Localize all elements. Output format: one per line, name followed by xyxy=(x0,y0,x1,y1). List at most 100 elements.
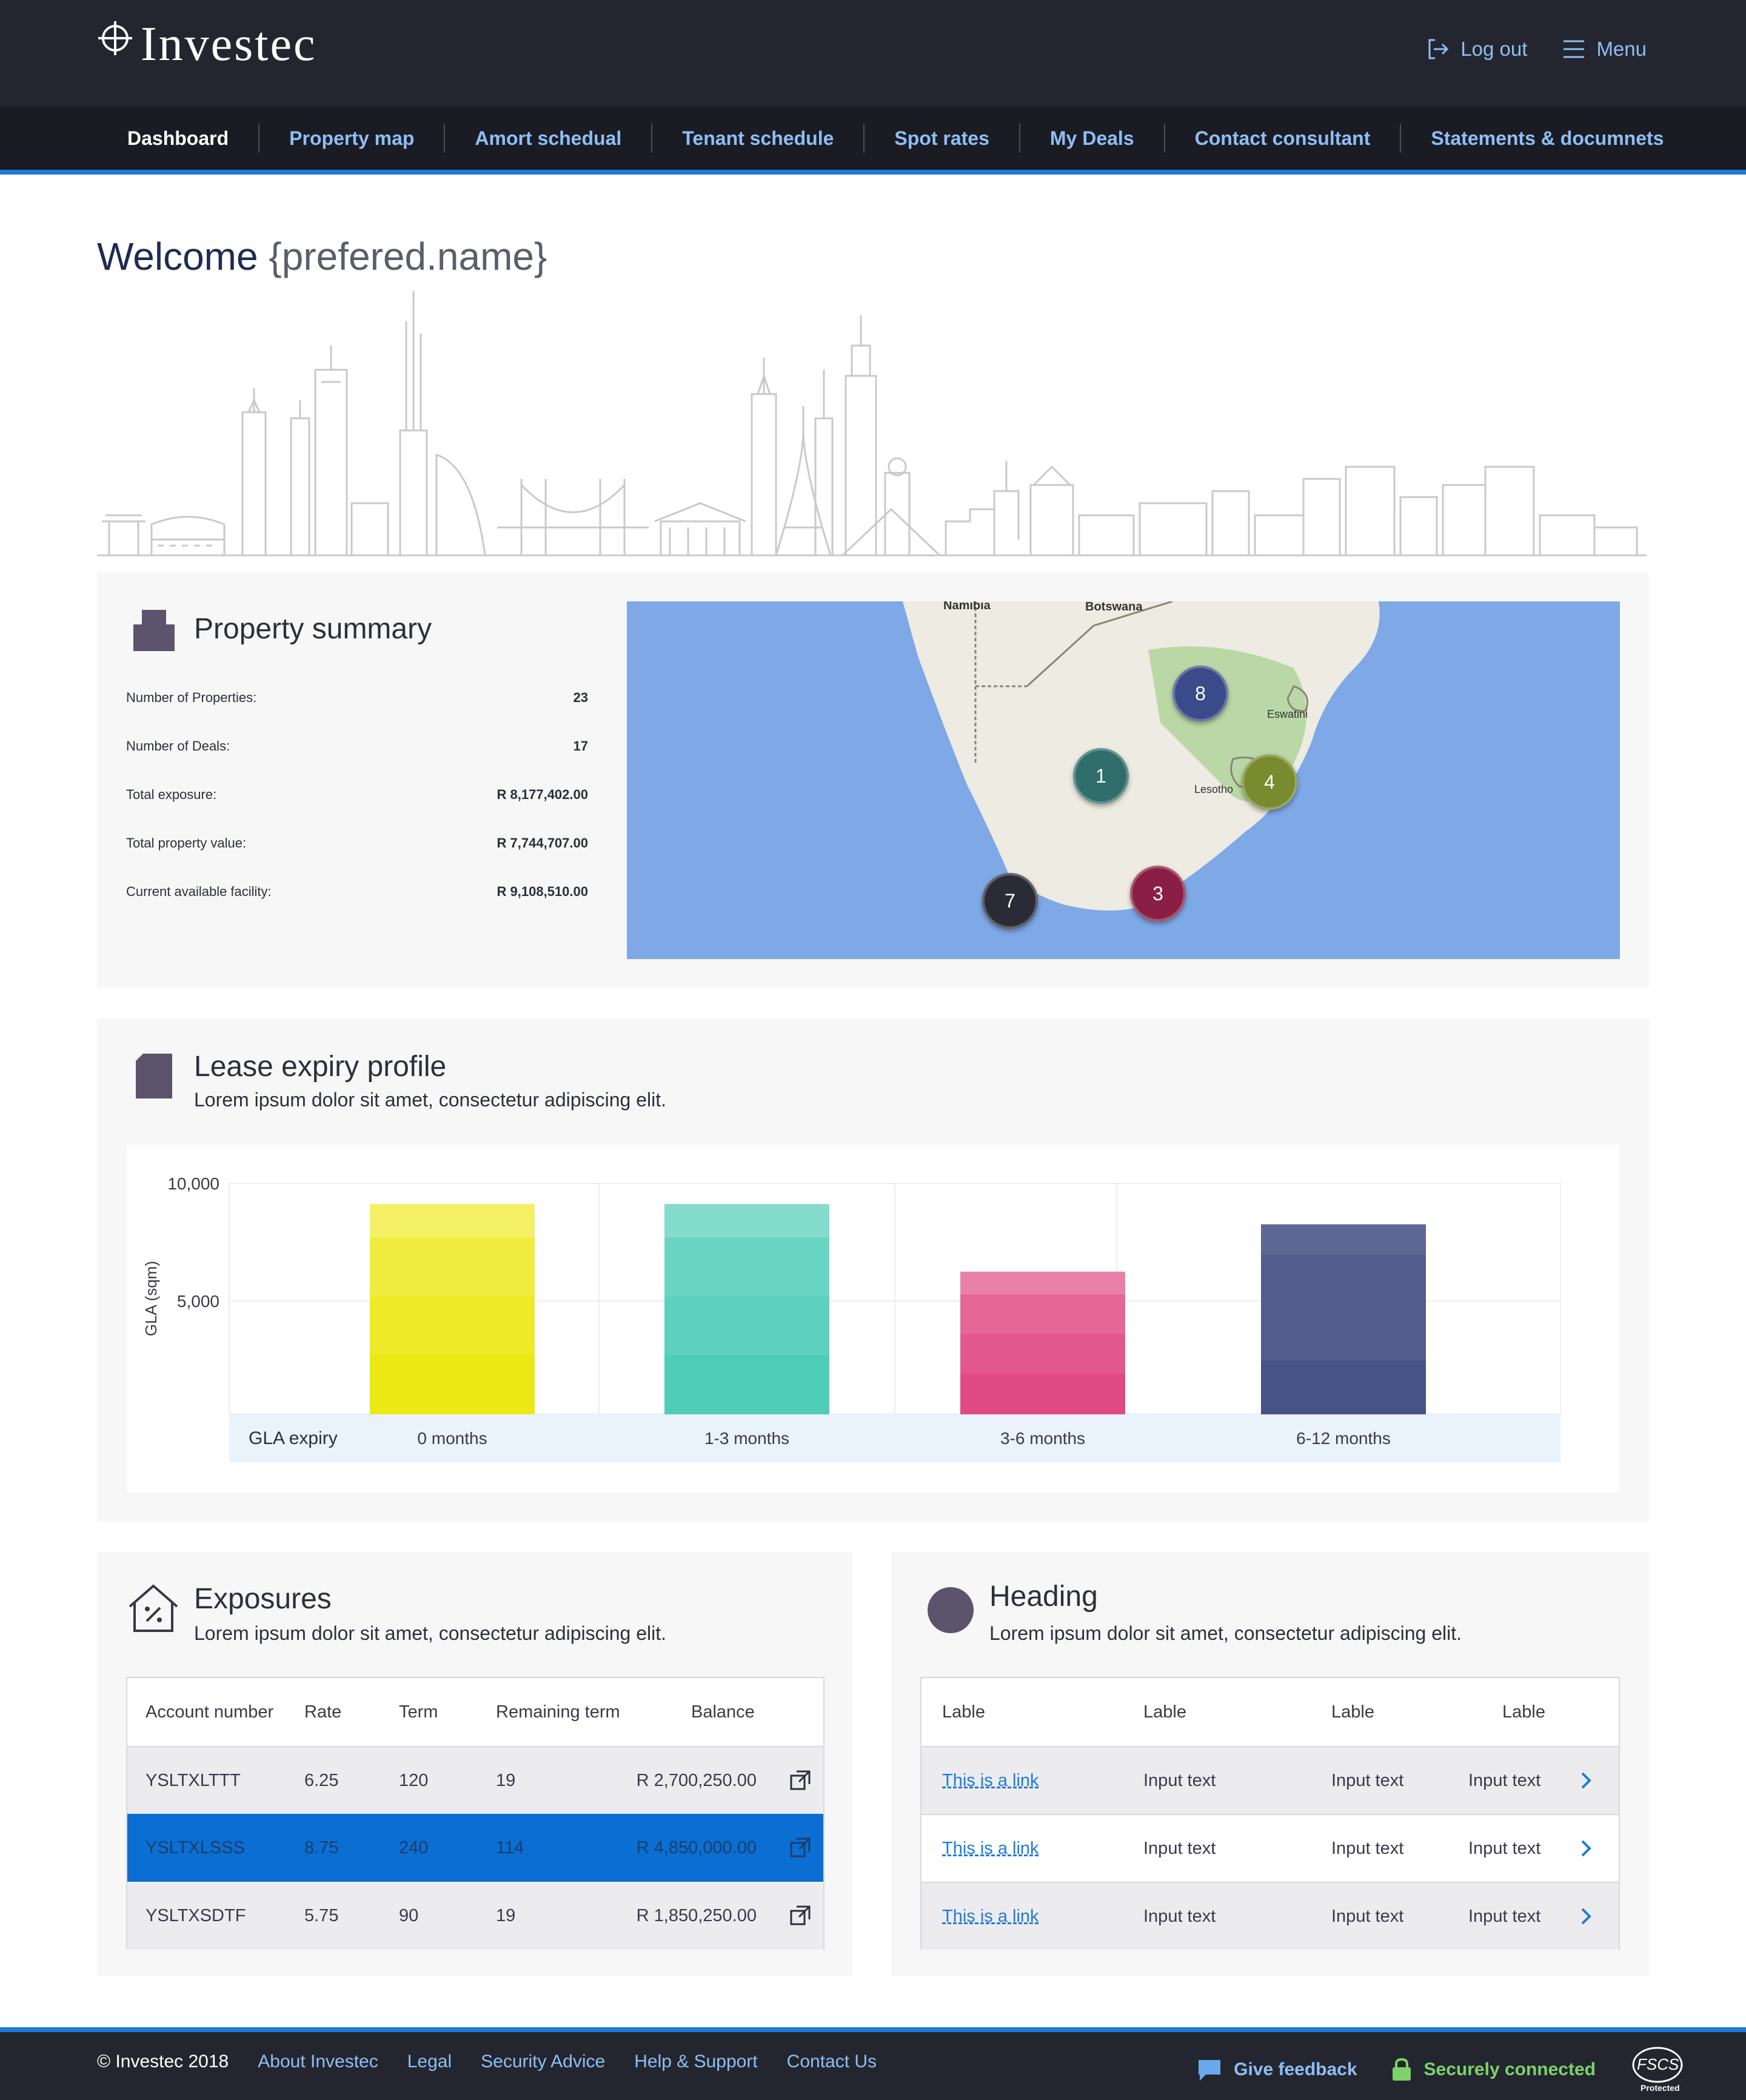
bar xyxy=(370,1204,535,1414)
summary-value: R 8,177,402.00 xyxy=(497,787,588,802)
heading-table: Lable Lable Lable Lable This is a link I… xyxy=(920,1677,1620,1950)
chevron-right-icon[interactable] xyxy=(1580,1839,1592,1858)
heading-title: Heading xyxy=(989,1580,1098,1613)
map-marker[interactable]: 1 xyxy=(1073,748,1129,804)
summary-row: Current available facility: R 9,108,510.… xyxy=(126,884,588,900)
map-marker[interactable]: 3 xyxy=(1130,866,1186,921)
footer-link-contact[interactable]: Contact Us xyxy=(786,2052,877,2072)
row-link[interactable]: This is a link xyxy=(942,1838,1039,1858)
nav-statements-documents[interactable]: Statements & documnets xyxy=(1400,124,1693,153)
property-summary-title: Property summary xyxy=(194,613,432,645)
map-label-lesotho: Lesotho xyxy=(1194,783,1234,795)
menu-button[interactable]: Menu xyxy=(1562,38,1647,61)
exposures-title: Exposures xyxy=(194,1583,332,1615)
nav-tenant-schedule[interactable]: Tenant schedule xyxy=(651,124,863,153)
row-link[interactable]: This is a link xyxy=(942,1906,1039,1926)
give-feedback-button[interactable]: Give feedback xyxy=(1197,2058,1357,2082)
column-header: Lable xyxy=(942,1702,985,1722)
rate: 5.75 xyxy=(304,1905,339,1925)
nav-my-deals[interactable]: My Deals xyxy=(1018,124,1164,153)
welcome-name: {prefered.name} xyxy=(269,235,547,278)
bar-segment xyxy=(664,1355,829,1414)
map-marker[interactable]: 8 xyxy=(1172,666,1228,721)
open-external-icon[interactable] xyxy=(789,1770,811,1791)
cell-text: Input text xyxy=(1331,1770,1404,1790)
bar-segment xyxy=(664,1296,829,1356)
bar-segment xyxy=(960,1334,1125,1375)
bar-chart: 10,000 5,000 GLA expiry GLA (sqm) 0 months 1-… xyxy=(142,1174,1561,1462)
cell-text: Input text xyxy=(1331,1838,1404,1858)
heading-subtitle: Lorem ipsum dolor sit amet, consectetur … xyxy=(989,1622,1462,1644)
column-header: Balance xyxy=(691,1702,755,1722)
x-tick-label: 0 months xyxy=(417,1429,487,1448)
x-tick-label: 3-6 months xyxy=(1000,1429,1085,1448)
secure-label: Securely connected xyxy=(1423,2059,1596,2079)
bar xyxy=(664,1204,829,1414)
lease-expiry-title: Lease expiry profile xyxy=(194,1051,447,1083)
welcome-prefix: Welcome xyxy=(97,235,258,278)
footer-link-security[interactable]: Security Advice xyxy=(481,2052,606,2072)
row-link[interactable]: This is a link xyxy=(942,1770,1039,1790)
bar-segment xyxy=(1261,1360,1426,1414)
cell-text: Input text xyxy=(1468,1906,1541,1926)
menu-label: Menu xyxy=(1596,38,1647,60)
balance: R 2,700,250.00 xyxy=(636,1770,757,1790)
city-skyline-illustration xyxy=(97,291,1647,557)
summary-label: Total exposure: xyxy=(126,787,217,802)
feedback-label: Give feedback xyxy=(1234,2059,1357,2079)
open-external-icon[interactable] xyxy=(789,1837,811,1859)
table-row[interactable]: This is a link Input text Input text Inp… xyxy=(921,1882,1619,1950)
chevron-right-icon[interactable] xyxy=(1580,1771,1592,1790)
table-row[interactable]: YSLTXLTTT 6.25 120 19 R 2,700,250.00 xyxy=(127,1746,823,1814)
logout-button[interactable]: Log out xyxy=(1427,38,1527,61)
table-row[interactable]: This is a link Input text Input text Inp… xyxy=(921,1746,1619,1814)
fscs-protected: Protected xyxy=(1641,2083,1680,2093)
lock-icon xyxy=(1392,2058,1411,2081)
investec-logo[interactable]: Investec xyxy=(97,17,317,72)
document-icon xyxy=(136,1054,172,1098)
open-external-icon[interactable] xyxy=(789,1905,811,1927)
nav-amort-schedual[interactable]: Amort schedual xyxy=(444,124,651,153)
x-tick-label: 1-3 months xyxy=(704,1429,789,1448)
summary-label: Number of Deals: xyxy=(126,738,230,754)
table-row[interactable]: YSLTXSDTF 5.75 90 19 R 1,850,250.00 xyxy=(127,1882,823,1950)
table-header-row: Lable Lable Lable Lable xyxy=(921,1678,1619,1746)
cell-text: Input text xyxy=(1468,1770,1541,1790)
table-row[interactable]: This is a link Input text Input text Inp… xyxy=(921,1814,1619,1882)
nav-property-map[interactable]: Property map xyxy=(258,124,444,153)
lease-expiry-subtitle: Lorem ipsum dolor sit amet, consectetur … xyxy=(194,1089,667,1111)
bar-segment xyxy=(370,1237,535,1297)
summary-row: Total property value: R 7,744,707.00 xyxy=(126,835,588,851)
map-marker[interactable]: 4 xyxy=(1242,754,1297,810)
secure-connection-status: Securely connected xyxy=(1391,2058,1596,2082)
property-map[interactable]: Namibia Botswana Lesotho Eswatini 8 1 4 … xyxy=(627,601,1620,959)
summary-row: Number of Properties: 23 xyxy=(126,690,588,706)
term: 120 xyxy=(399,1770,429,1790)
bar-segment xyxy=(370,1204,535,1239)
bar-segment xyxy=(1261,1254,1426,1309)
x-axis-band xyxy=(229,1414,1560,1462)
map-label-eswatini: Eswatini xyxy=(1267,708,1308,720)
summary-row: Total exposure: R 8,177,402.00 xyxy=(126,787,588,803)
buildings-icon xyxy=(133,610,175,651)
term: 90 xyxy=(399,1905,419,1925)
chevron-right-icon[interactable] xyxy=(1580,1907,1592,1926)
nav-dashboard[interactable]: Dashboard xyxy=(127,127,229,149)
y-tick-label: 10,000 xyxy=(167,1174,219,1193)
y-tick-label: 5,000 xyxy=(177,1292,219,1311)
footer-link-legal[interactable]: Legal xyxy=(407,2052,452,2072)
table-row-selected[interactable]: YSLTXLSSS 8.75 240 114 R 4,850,000.00 xyxy=(127,1814,823,1882)
footer-link-help[interactable]: Help & Support xyxy=(634,2052,758,2072)
nav-spot-rates[interactable]: Spot rates xyxy=(863,124,1018,153)
column-header: Lable xyxy=(1502,1702,1545,1722)
map-label-namibia: Namibia xyxy=(943,601,991,612)
map-marker[interactable]: 7 xyxy=(982,873,1038,929)
nav-contact-consultant[interactable]: Contact consultant xyxy=(1163,124,1400,153)
bar-segment xyxy=(960,1294,1125,1335)
rate: 6.25 xyxy=(304,1770,339,1790)
map-label-botswana: Botswana xyxy=(1085,601,1143,614)
column-header: Remaining term xyxy=(496,1702,620,1722)
footer-link-about[interactable]: About Investec xyxy=(258,2052,378,2072)
fscs-logo-icon xyxy=(1632,2047,1683,2083)
zebra-crosshair-icon xyxy=(97,20,133,56)
